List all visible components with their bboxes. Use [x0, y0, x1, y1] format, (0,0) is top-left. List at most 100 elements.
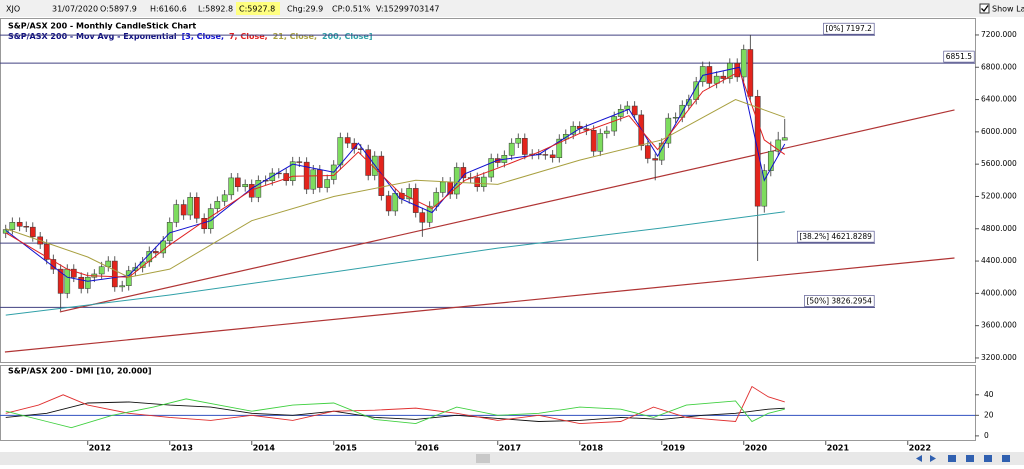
candle-body: [125, 270, 132, 286]
moving-average: [5, 66, 786, 282]
candle-body: [119, 285, 126, 288]
zoom-fit[interactable]: [984, 455, 992, 462]
candle-body: [747, 49, 754, 97]
zoom-out[interactable]: [966, 455, 974, 462]
legend-entry: 7, Close,: [229, 32, 268, 41]
y-tick-label: 4800.000: [981, 224, 1017, 233]
candle-body: [631, 105, 638, 116]
candle-body: [228, 177, 235, 196]
level-label-box: [797, 230, 875, 243]
scroll-left[interactable]: [916, 455, 922, 462]
candle-body: [385, 195, 392, 212]
dmi-line: [5, 385, 785, 425]
candle-body: [419, 212, 426, 223]
candle-body: [699, 66, 706, 83]
candle-body: [64, 268, 71, 294]
x-tick-label: 2022: [909, 444, 931, 453]
candle-body: [447, 181, 454, 195]
scroll-right[interactable]: [930, 455, 936, 462]
candle-body: [173, 204, 180, 223]
scroll-end[interactable]: [1002, 455, 1010, 462]
y-tick-label: 6000.000: [981, 127, 1017, 136]
candle-body: [84, 276, 91, 289]
open-value: O:5897.9: [100, 5, 137, 14]
candle-body: [16, 222, 23, 227]
change-value: Chg:29.9: [287, 5, 323, 14]
x-tick-label: 2013: [171, 444, 193, 453]
level-label: [38.2%] 4621.8289: [799, 232, 872, 241]
candle-body: [166, 222, 173, 242]
chart-title: S&P/ASX 200 - Monthly CandleStick Chart: [8, 22, 196, 31]
zoom-in[interactable]: [948, 455, 956, 462]
candle-body: [508, 142, 515, 156]
trend-line: [4, 257, 955, 353]
dmi-line: [5, 398, 785, 429]
candle-body: [439, 181, 446, 193]
close-value: C:5927.8: [239, 5, 275, 14]
candle-body: [720, 75, 727, 79]
candle-body: [392, 192, 399, 212]
y-tick-label: 4000.000: [981, 288, 1017, 297]
legend: S&P/ASX 200 - Mov Avg - Exponential [3, C…: [8, 32, 373, 41]
symbol: XJO: [6, 5, 20, 14]
candle-body: [160, 240, 167, 254]
candle-body: [562, 134, 569, 140]
y-tick-label: 6800.000: [981, 62, 1017, 71]
y-tick-label: 3200.000: [981, 353, 1017, 362]
candle-body: [296, 161, 303, 163]
candle-body: [316, 169, 323, 188]
candle-body: [283, 173, 290, 181]
candle-body: [57, 268, 64, 294]
candle-body: [521, 138, 528, 155]
candle-body: [310, 169, 317, 190]
x-tick-label: 2014: [253, 444, 276, 453]
y-tick-label: 5600.000: [981, 159, 1017, 168]
candle-body: [767, 150, 774, 171]
scrollbar[interactable]: [0, 452, 1024, 465]
candle-body: [706, 66, 713, 84]
candle-body: [726, 62, 733, 79]
candle-body: [234, 177, 241, 188]
candle-body: [406, 188, 413, 200]
candle-body: [214, 201, 221, 209]
candle-body: [603, 130, 610, 134]
legend-entry: [3, Close,: [182, 32, 224, 41]
check-mark: [981, 5, 989, 12]
high-value: H:6160.6: [150, 5, 187, 14]
candle-body: [426, 205, 433, 223]
candle-body: [23, 226, 30, 228]
change-percent: CP:0.51%: [332, 5, 371, 14]
candle-body: [556, 138, 563, 158]
x-tick-label: 2019: [663, 444, 686, 453]
y-tick-label: 7200.000: [981, 30, 1017, 39]
candle-body: [78, 276, 85, 289]
show-last-label[interactable]: Show Last: [992, 5, 1024, 14]
close-highlight: [236, 2, 280, 15]
trend-line: [59, 109, 955, 313]
y-tick-label: 5200.000: [981, 191, 1017, 200]
candle-body: [583, 128, 590, 131]
scroll-thumb[interactable]: [476, 454, 490, 463]
x-tick-label: 2015: [335, 444, 358, 453]
candle-body: [269, 172, 276, 181]
candle-body: [70, 268, 77, 278]
candle-body: [644, 145, 651, 159]
candle-body: [193, 197, 200, 219]
level-label-box: [823, 22, 875, 35]
level-label-box: [804, 295, 875, 307]
candle-body: [29, 226, 36, 238]
candle-body: [611, 116, 618, 132]
moving-average: [5, 70, 786, 278]
low-value: L:5892.8: [198, 5, 233, 14]
candle-body: [474, 177, 481, 188]
legend-entry: 200, Close]: [322, 32, 372, 41]
candle-body: [672, 117, 679, 119]
scroll-buttons[interactable]: [916, 455, 1010, 462]
show-last-checkbox[interactable]: [979, 3, 990, 14]
x-tick-label: 2012: [89, 444, 111, 453]
candle-body: [597, 133, 604, 152]
y-tick-label: 4400.000: [981, 256, 1017, 265]
x-tick-label: 2017: [499, 444, 521, 453]
y-tick-label: 20: [984, 410, 994, 419]
